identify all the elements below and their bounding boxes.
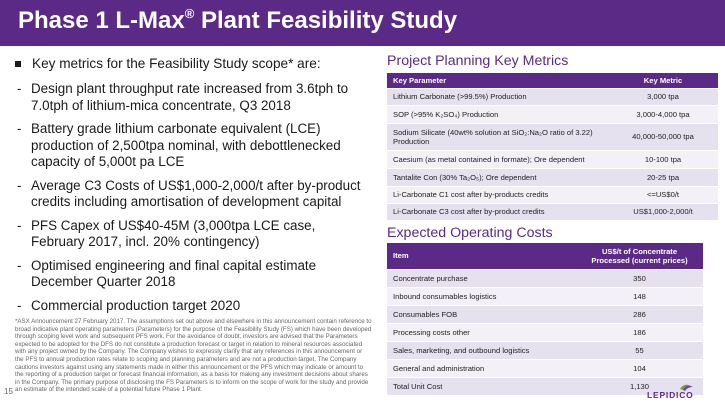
- list-item: - Average C3 Costs of US$1,000-2,000/t af…: [17, 177, 361, 210]
- list-item: - Commercial production target 2020: [17, 297, 241, 313]
- title-bar: Phase 1 L-Max® Plant Feasibility Study: [0, 0, 725, 46]
- list-item: - Design plant throughput rate increased …: [17, 81, 349, 113]
- costs-table: Item US$/t of Concentrate Processed (curr…: [387, 243, 703, 395]
- col-header-item: Item: [387, 243, 576, 269]
- col-header-parameter: Key Parameter: [387, 73, 608, 88]
- metrics-table: Key Parameter Key Metric Lithium Carbona…: [387, 73, 718, 220]
- metrics-header-row: Key Parameter Key Metric: [387, 73, 718, 88]
- table-row: Consumables FOB 286: [387, 304, 703, 323]
- table-row: SOP (>95% K₂SO₄) Production 3,000-4,000 t…: [387, 104, 718, 123]
- main-bullet-text: Key metrics for the Feasibility Study sc…: [32, 56, 321, 71]
- list-item: - PFS Capex of US$40-45M (3,000tpa LCE ca…: [17, 217, 316, 250]
- sub-bullets: - Design plant throughput rate increased …: [12, 81, 372, 314]
- table-row: Caesium (as metal contained in formate);…: [387, 149, 718, 168]
- table-row: Li-Carbonate C1 cost after by-products c…: [387, 185, 718, 203]
- key-metrics-list: Key metrics for the Feasibility Study sc…: [12, 56, 372, 314]
- main-bullet: Key metrics for the Feasibility Study sc…: [12, 56, 372, 72]
- table-row: Processing costs other 186: [387, 322, 703, 341]
- table-row: Inbound consumables logistics 148: [387, 286, 703, 305]
- list-item: - Optimised engineering and final capital…: [17, 257, 317, 290]
- table-row: General and administration 104: [387, 358, 703, 377]
- list-item: - Battery grade lithium carbonate equival…: [17, 121, 341, 169]
- square-bullet-icon: [15, 61, 21, 67]
- table-row: Sales, marketing, and outbound logistics…: [387, 340, 703, 359]
- footnote: *ASX Announcement 27 February 2017. The …: [15, 318, 372, 394]
- page-number: 15: [4, 387, 13, 396]
- metrics-section-title: Project Planning Key Metrics: [387, 53, 569, 69]
- col-header-metric: Key Metric: [608, 73, 718, 88]
- table-row: Lithium Carbonate (>99.5%) Production 3,0…: [387, 87, 718, 105]
- table-row: Sodium Silicate (40wt% solution at SiO₂:…: [387, 122, 718, 150]
- table-row: Tantalite Con (30% Ta₂O₅); Ore dependent…: [387, 167, 718, 186]
- table-row-total: Total Unit Cost 1,130: [387, 376, 703, 395]
- table-row: Li-Carbonate C3 cost after by-product cr…: [387, 202, 718, 220]
- logo-text: LEPIDICO: [647, 390, 694, 400]
- page-title: Phase 1 L-Max® Plant Feasibility Study: [18, 6, 458, 34]
- registered-mark: ®: [184, 6, 195, 21]
- costs-section-title: Expected Operating Costs: [387, 225, 553, 241]
- costs-header-row: Item US$/t of Concentrate Processed (curr…: [387, 243, 703, 269]
- table-row: Concentrate purchase 350: [387, 268, 703, 287]
- col-header-cost: US$/t of Concentrate Processed (current p…: [576, 243, 703, 269]
- lepidico-logo-icon: [680, 384, 693, 391]
